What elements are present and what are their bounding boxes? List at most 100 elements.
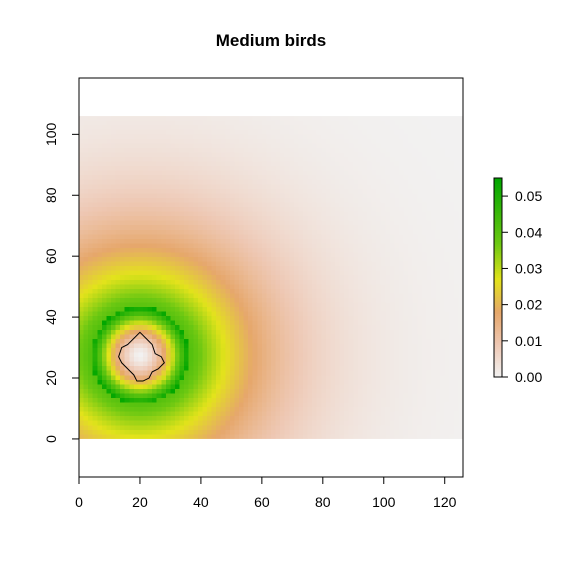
legend-color-step bbox=[494, 234, 502, 237]
legend-color-step bbox=[494, 275, 502, 278]
legend-color-step bbox=[494, 252, 502, 255]
legend-tick-label: 0.02 bbox=[515, 297, 542, 313]
legend-color-step bbox=[494, 288, 502, 291]
legend-color-step bbox=[494, 322, 502, 326]
legend-color-step bbox=[494, 353, 502, 356]
legend-color-step bbox=[494, 192, 502, 195]
legend-color-step bbox=[494, 355, 502, 358]
x-tick-label: 100 bbox=[372, 494, 396, 510]
legend-color-step bbox=[494, 226, 502, 230]
legend-color-step bbox=[494, 196, 502, 199]
legend-color-step bbox=[494, 302, 502, 306]
legend-color-step bbox=[494, 317, 502, 320]
legend-color-step bbox=[494, 212, 502, 215]
x-tick-label: 80 bbox=[315, 494, 331, 510]
outlined-region bbox=[118, 331, 165, 382]
legend-color-step bbox=[494, 342, 502, 345]
legend-color-step bbox=[494, 255, 502, 259]
legend-color-step bbox=[494, 290, 502, 293]
legend-color-step bbox=[494, 263, 502, 266]
legend-color-step bbox=[494, 266, 502, 269]
legend-color-step bbox=[494, 205, 502, 208]
x-tick-label: 120 bbox=[433, 494, 457, 510]
legend-color-step bbox=[494, 281, 502, 284]
legend-color-step bbox=[494, 264, 502, 268]
y-tick-label: 0 bbox=[43, 435, 59, 443]
legend-color-step bbox=[494, 223, 502, 226]
legend-color-step bbox=[494, 230, 502, 233]
legend-color-step bbox=[494, 179, 502, 183]
legend-color-step bbox=[494, 188, 502, 192]
legend-color-step bbox=[494, 243, 502, 246]
legend-color-step bbox=[494, 324, 502, 327]
x-tick-label: 40 bbox=[193, 494, 209, 510]
legend-color-step bbox=[494, 208, 502, 212]
x-tick-label: 0 bbox=[75, 494, 83, 510]
legend-color-step bbox=[494, 232, 502, 235]
legend-color-step bbox=[494, 279, 502, 282]
legend-color-step bbox=[494, 308, 502, 311]
legend-color-step bbox=[494, 272, 502, 275]
legend-color-step bbox=[494, 268, 502, 271]
legend-tick-label: 0.01 bbox=[515, 333, 542, 349]
legend-color-step bbox=[494, 340, 502, 344]
legend-color-step bbox=[494, 248, 502, 251]
legend-color-step bbox=[494, 304, 502, 307]
x-tick-label: 60 bbox=[254, 494, 270, 510]
legend-color-step bbox=[494, 315, 502, 318]
legend-color-step bbox=[494, 326, 502, 329]
legend-color-step bbox=[494, 228, 502, 231]
legend-color-step bbox=[494, 284, 502, 288]
legend-color-step bbox=[494, 259, 502, 262]
legend-color-step bbox=[494, 235, 502, 239]
y-tick-label: 20 bbox=[43, 370, 59, 386]
legend-color-step bbox=[494, 329, 502, 333]
legend-color-step bbox=[494, 291, 502, 295]
legend-color-step bbox=[494, 313, 502, 316]
legend-color-step bbox=[494, 357, 502, 360]
legend-color-step bbox=[494, 221, 502, 224]
y-tick-label: 80 bbox=[43, 187, 59, 203]
legend-color-step bbox=[494, 339, 502, 342]
legend-color-step bbox=[494, 244, 502, 248]
legend-tick-label: 0.00 bbox=[515, 369, 542, 385]
legend-color-step bbox=[494, 366, 502, 369]
legend-color-step bbox=[494, 311, 502, 315]
legend-color-step bbox=[494, 331, 502, 335]
color-legend: 0.00 0.01 0.02 0.03 0.04 0.05 bbox=[493, 177, 542, 385]
legend-color-step bbox=[494, 250, 502, 253]
legend-color-step bbox=[494, 301, 502, 304]
legend-color-step bbox=[494, 295, 502, 298]
legend-color-step bbox=[494, 201, 502, 204]
legend-color-step bbox=[494, 293, 502, 297]
legend-color-step bbox=[494, 277, 502, 280]
y-tick-label: 100 bbox=[43, 122, 59, 146]
legend-frame bbox=[493, 177, 503, 378]
legend-color-step bbox=[494, 333, 502, 336]
legend-color-step bbox=[494, 358, 502, 362]
legend-color-step bbox=[494, 194, 502, 197]
legend-color-step bbox=[494, 181, 502, 184]
legend-color-step bbox=[494, 187, 502, 190]
legend-color-step bbox=[494, 199, 502, 203]
legend-color-step bbox=[494, 369, 502, 373]
legend-color-step bbox=[494, 190, 502, 193]
legend-color-step bbox=[494, 349, 502, 353]
legend-color-step bbox=[494, 217, 502, 221]
legend-color-step bbox=[494, 214, 502, 217]
legend-color-step bbox=[494, 286, 502, 289]
y-tick-label: 40 bbox=[43, 309, 59, 325]
legend-color-step bbox=[494, 371, 502, 374]
legend-color-step bbox=[494, 362, 502, 365]
legend-color-step bbox=[494, 306, 502, 309]
legend-color-step bbox=[494, 282, 502, 286]
legend-color-step bbox=[494, 337, 502, 340]
legend-color-step bbox=[494, 253, 502, 257]
legend-color-step bbox=[494, 367, 502, 371]
legend-color-step bbox=[494, 197, 502, 201]
legend-color-step bbox=[494, 273, 502, 277]
legend-color-step bbox=[494, 375, 502, 378]
legend-color-step bbox=[494, 319, 502, 322]
legend-color-step bbox=[494, 297, 502, 300]
legend-color-step bbox=[494, 299, 502, 302]
